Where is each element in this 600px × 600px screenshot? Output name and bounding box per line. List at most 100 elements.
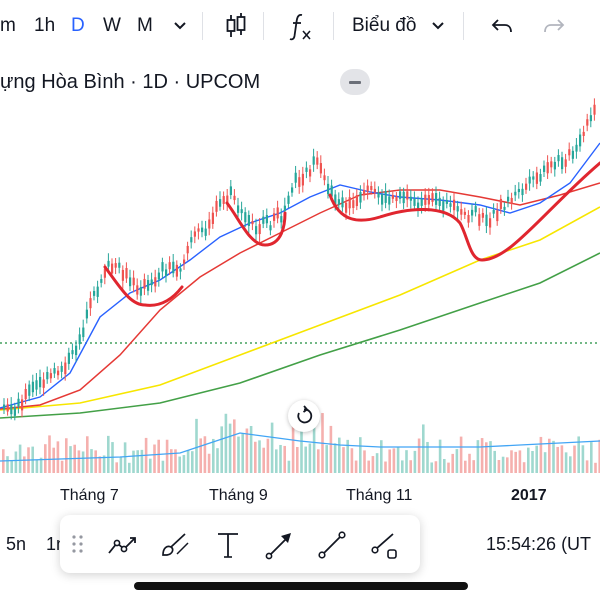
candle-body (183, 259, 186, 264)
candle-body (298, 177, 301, 187)
candle-body (10, 404, 13, 415)
candle-body (553, 161, 556, 170)
chart-area[interactable]: ựng Hòa Bình · 1D · UPCOM Tháng 7 Tháng … (0, 55, 600, 511)
candle-body (150, 279, 153, 286)
volume-bar (426, 441, 429, 473)
candle-body (294, 172, 297, 183)
candle-body (370, 186, 373, 190)
interval-1h-button[interactable]: 1h (34, 15, 56, 36)
candlestick-icon (226, 13, 246, 37)
candle-body (154, 277, 157, 287)
candle-body (453, 199, 456, 211)
drawing-toolbar (60, 515, 420, 573)
volume-bar (354, 460, 358, 473)
volume-bar (485, 442, 488, 473)
candle-body (438, 197, 441, 206)
indicators-button[interactable] (288, 12, 314, 41)
candle-body (417, 202, 420, 210)
collapse-legend-button[interactable] (340, 69, 370, 95)
volume-bar (401, 460, 404, 473)
candle-body (3, 404, 6, 410)
volume-bar (506, 457, 509, 473)
volume-bar (430, 462, 433, 473)
candle-body (175, 264, 178, 277)
candle-body (388, 196, 391, 205)
drawn-curve (103, 265, 184, 307)
volume-bar (207, 453, 211, 473)
candle-body (391, 195, 394, 199)
drag-handle-icon[interactable] (70, 532, 86, 556)
brush-icon[interactable] (158, 529, 190, 561)
candle-body (449, 203, 452, 207)
trend-line-icon[interactable] (106, 529, 138, 561)
volume-bar (199, 438, 202, 473)
candle-body (474, 206, 477, 213)
volume-bar (455, 449, 459, 473)
volume-bar (224, 413, 228, 473)
volume-bar (501, 456, 505, 473)
interval-month-button[interactable]: M (137, 15, 153, 36)
volume-bar (270, 422, 274, 473)
extended-line-icon[interactable] (368, 529, 400, 561)
candle-body (517, 188, 520, 193)
candlestick-button[interactable] (224, 12, 248, 40)
candle-body (161, 262, 164, 272)
candle-body (363, 189, 366, 196)
interval-dropdown-button[interactable] (172, 14, 188, 42)
interval-minutes-button[interactable]: m (0, 15, 16, 36)
volume-bar (350, 448, 354, 473)
candle-body (31, 381, 34, 393)
candle-body (521, 188, 524, 196)
price-chart[interactable] (0, 55, 600, 511)
volume-bar (48, 435, 51, 473)
candle-body (377, 192, 380, 198)
candle-body (211, 212, 214, 224)
volume-bar (52, 447, 55, 473)
candle-body (442, 201, 445, 211)
volume-bar (598, 439, 600, 473)
range-5d-button[interactable]: 5n (6, 534, 27, 554)
volume-bar (10, 460, 13, 473)
volume-bar (128, 462, 131, 473)
chart-type-chevron[interactable] (430, 14, 446, 42)
undo-button[interactable] (490, 14, 514, 42)
candle-body (319, 163, 322, 174)
volume-bar (564, 452, 568, 473)
clock-timezone[interactable]: 15:54:26 (UT (486, 534, 592, 554)
volume-bar (81, 451, 85, 473)
candle-body (499, 198, 502, 209)
interval-week-button[interactable]: W (103, 15, 121, 36)
candle-body (384, 191, 387, 203)
candle-body (327, 183, 330, 195)
arrow-icon[interactable] (264, 529, 296, 561)
interval-day-button[interactable]: D (71, 15, 85, 36)
candle-body (125, 268, 128, 279)
candle-body (17, 398, 20, 407)
candle-body (532, 176, 535, 180)
volume-bar (56, 441, 60, 473)
candle-body (229, 186, 232, 196)
volume-bar (522, 462, 526, 473)
candle-body (291, 187, 294, 193)
reset-chart-button[interactable] (288, 400, 320, 432)
candle-body (215, 200, 218, 212)
candle-body (593, 104, 596, 115)
volume-bar (447, 462, 450, 473)
chart-type-dropdown[interactable]: Biểu đồ (352, 12, 416, 40)
volume-bar (459, 436, 463, 473)
line-segment-icon[interactable] (316, 529, 348, 561)
text-icon[interactable] (212, 529, 244, 561)
volume-bar (249, 425, 253, 473)
candle-body (399, 191, 402, 199)
volume-bar (493, 450, 496, 473)
volume-bar (468, 453, 471, 473)
redo-button[interactable] (542, 14, 566, 42)
volume-bar (279, 444, 282, 473)
volume-bar (174, 449, 177, 473)
candle-body (463, 211, 466, 215)
volume-bar (569, 456, 572, 473)
candle-body (586, 119, 589, 126)
candle-body (165, 269, 168, 277)
candle-body (237, 205, 240, 213)
volume-bar (300, 421, 303, 473)
